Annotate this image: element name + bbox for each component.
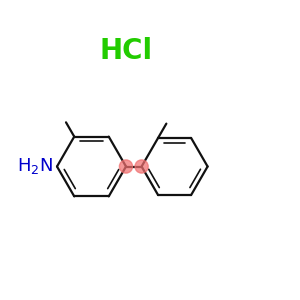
Text: $\mathregular{H_2N}$: $\mathregular{H_2N}$ xyxy=(17,157,53,176)
Text: HCl: HCl xyxy=(99,37,153,65)
Circle shape xyxy=(119,160,133,173)
Circle shape xyxy=(135,160,148,173)
